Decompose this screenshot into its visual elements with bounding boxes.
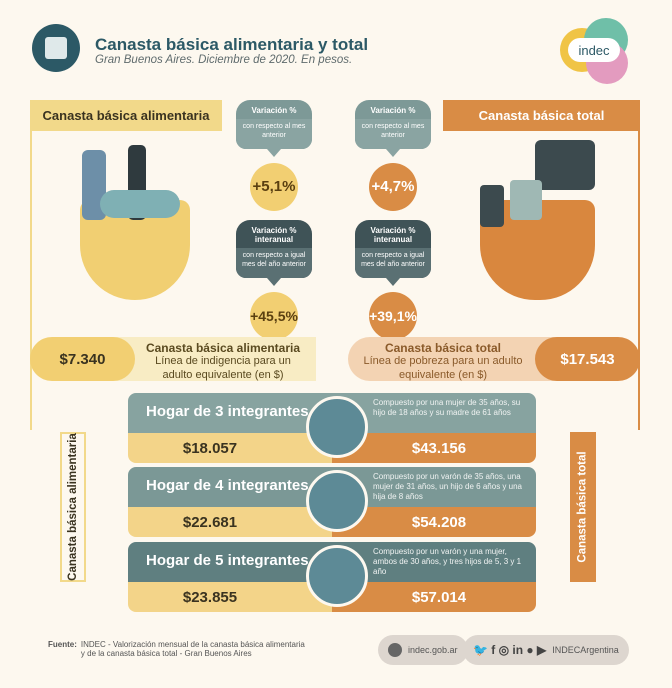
cba-yoy-variation: Variación % interanual con respecto a igu… bbox=[236, 220, 312, 340]
total-basket-illustration bbox=[470, 140, 615, 310]
cbt-yoy-variation: Variación % interanual con respecto a igu… bbox=[355, 220, 431, 340]
puzzle-icon bbox=[32, 24, 80, 72]
page-title: Canasta básica alimentaria y total bbox=[95, 35, 369, 54]
indec-logo: indec bbox=[560, 18, 634, 84]
cba-side-label: Canasta básica alimentaria bbox=[60, 432, 86, 582]
cbt-value: $17.543 bbox=[535, 337, 640, 381]
globe-icon bbox=[388, 643, 402, 657]
cba-value: $7.340 bbox=[30, 337, 135, 381]
family-illustration bbox=[306, 545, 368, 607]
source-note: Fuente: INDEC - Valorización mensual de l… bbox=[48, 640, 305, 658]
cbt-banner: Canasta básica total bbox=[443, 100, 640, 131]
cba-line-panel: Canasta básica alimentaria Línea de indi… bbox=[110, 337, 316, 381]
cbt-monthly-variation: Variación % con respecto al mes anterior … bbox=[355, 100, 431, 211]
cbt-side-label: Canasta básica total bbox=[570, 432, 596, 582]
cbt-line-panel: Canasta básica total Línea de pobreza pa… bbox=[348, 337, 558, 381]
family-illustration bbox=[306, 396, 368, 458]
food-basket-illustration bbox=[60, 140, 200, 310]
page-subtitle: Gran Buenos Aires. Diciembre de 2020. En… bbox=[95, 54, 353, 66]
website-link[interactable]: indec.gob.ar bbox=[378, 635, 468, 665]
cba-monthly-variation: Variación % con respecto al mes anterior … bbox=[236, 100, 312, 211]
social-links[interactable]: 🐦 f ◎ in ● ▶ INDECArgentina bbox=[463, 635, 629, 665]
family-illustration bbox=[306, 470, 368, 532]
social-icons: 🐦 f ◎ in ● ▶ bbox=[473, 643, 547, 657]
cba-banner: Canasta básica alimentaria bbox=[30, 100, 222, 131]
household-card: Hogar de 5 integrantes Compuesto por un v… bbox=[128, 542, 536, 612]
